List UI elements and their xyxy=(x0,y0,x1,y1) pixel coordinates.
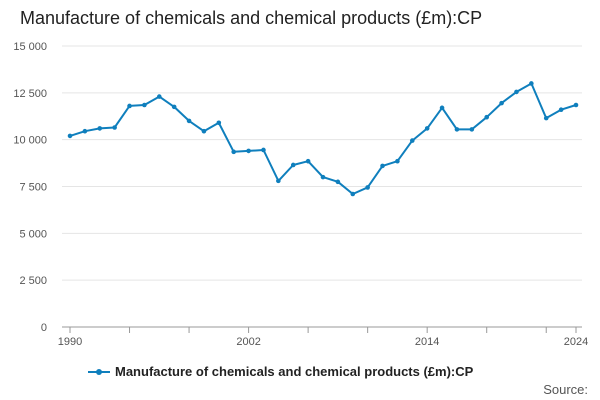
data-point xyxy=(142,102,147,108)
data-point xyxy=(409,138,415,143)
data-point xyxy=(439,105,445,111)
data-point xyxy=(305,158,311,164)
data-point xyxy=(156,94,162,99)
data-point xyxy=(573,102,579,108)
data-point xyxy=(380,163,385,169)
y-tick-label: 10 000 xyxy=(13,135,47,147)
data-point xyxy=(216,120,222,126)
data-point xyxy=(112,125,117,130)
data-point xyxy=(424,126,430,131)
y-tick-label: 7 500 xyxy=(19,182,47,194)
data-point xyxy=(261,147,266,153)
data-point xyxy=(484,114,490,120)
x-tick-label: 1990 xyxy=(58,336,82,348)
y-tick-label: 12 500 xyxy=(13,88,47,100)
y-tick-label: 15 000 xyxy=(13,41,47,53)
data-point xyxy=(335,179,341,185)
y-axis-labels: 0 2 500 5 000 7 500 10 000 12 500 15 000 xyxy=(13,41,47,334)
source-label: Source: xyxy=(543,382,588,397)
data-point xyxy=(246,148,251,154)
data-point xyxy=(67,133,73,139)
data-point xyxy=(469,127,475,132)
chart-title: Manufacture of chemicals and chemical pr… xyxy=(20,8,483,28)
data-point xyxy=(171,104,177,110)
x-tick-label: 2002 xyxy=(236,336,260,348)
data-point xyxy=(529,81,534,86)
series-layer xyxy=(67,81,579,197)
x-tick-label: 2024 xyxy=(564,336,588,348)
data-point xyxy=(231,149,237,155)
data-point xyxy=(276,178,281,184)
data-point xyxy=(97,126,103,131)
data-point xyxy=(543,115,549,121)
y-tick-label: 5 000 xyxy=(19,228,47,240)
data-point xyxy=(365,185,370,190)
data-point xyxy=(350,191,356,197)
data-point xyxy=(186,118,192,124)
x-axis xyxy=(62,326,582,333)
legend-label: Manufacture of chemicals and chemical pr… xyxy=(115,364,474,379)
data-point xyxy=(201,128,207,134)
gridlines xyxy=(62,45,582,281)
y-tick-label: 0 xyxy=(41,322,47,334)
data-point xyxy=(558,107,564,112)
legend[interactable]: Manufacture of chemicals and chemical pr… xyxy=(88,364,473,379)
data-point xyxy=(127,103,132,109)
data-point xyxy=(454,127,460,132)
data-point xyxy=(320,174,326,180)
data-point xyxy=(82,128,88,134)
legend-swatch xyxy=(88,366,110,378)
data-point xyxy=(514,89,519,95)
x-tick-label: 2014 xyxy=(415,336,439,348)
data-point xyxy=(395,158,400,164)
data-point xyxy=(499,100,504,106)
x-axis-labels: 1990 2002 2014 2024 xyxy=(58,336,588,348)
y-tick-label: 2 500 xyxy=(19,275,47,287)
data-point xyxy=(290,162,296,168)
